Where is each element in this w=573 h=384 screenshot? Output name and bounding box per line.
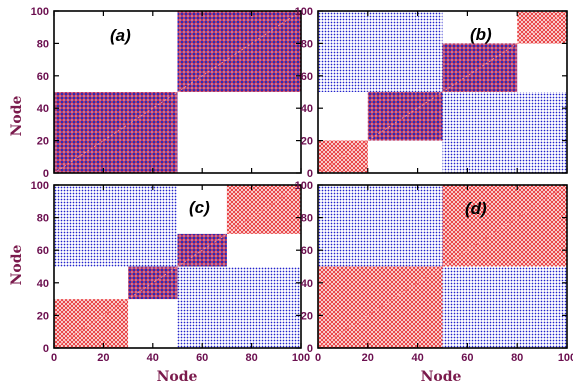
panel-c-xtick-labels: 0 20 40 60 80 100 [51, 352, 310, 364]
panel-d-block-0-1 [318, 185, 443, 267]
panel-d-xtick-label-3: 60 [461, 352, 473, 364]
panel-d-block-1-0 [442, 266, 567, 348]
panel-a-frame [53, 10, 302, 174]
panel-d-block-0-0 [318, 266, 443, 348]
panel-d-xlabel: Node [421, 369, 462, 384]
panel-a: 0 20 40 60 80 100 (a) [31, 6, 302, 180]
panel-a-ytick-label-0: 0 [43, 168, 49, 180]
panel-c-ticks [53, 184, 302, 349]
panel-c-ytick-label-2: 40 [37, 278, 49, 290]
panel-d-diagonal [317, 184, 568, 349]
panel-b-block-3-0 [517, 140, 567, 173]
panel-b-frame [317, 10, 568, 174]
panel-b-block-3-3 [517, 11, 567, 44]
panel-c-block-3-1 [226, 266, 301, 300]
panel-d-ytick-label-2: 40 [301, 278, 313, 290]
panel-d-ytick-labels: 0 20 40 60 80 100 [295, 180, 313, 355]
panel-b-block-1-3 [367, 11, 443, 44]
panel-b-block-2-0 [442, 140, 518, 173]
panel-a-ytick-labels: 0 20 40 60 80 100 [31, 6, 49, 180]
panel-c-block-1-3 [128, 185, 178, 234]
panel-c-xlabel: Node [157, 369, 198, 384]
panel-c-ytick-label-4: 80 [37, 213, 49, 225]
panel-b-ytick-label-1: 20 [301, 136, 313, 148]
panel-a-ytick-label-5: 100 [31, 6, 49, 18]
panel-d-xtick-label-5: 100 [558, 352, 573, 364]
panel-d-ytick-label-4: 80 [301, 213, 313, 225]
panel-d-tag: (d) [465, 199, 487, 218]
panel-d-ytick-label-5: 100 [295, 180, 313, 192]
panel-c-block-0-2 [54, 233, 129, 267]
panel-c-block-1-2 [128, 233, 178, 267]
panel-b-ytick-labels: 0 20 40 60 80 100 [295, 6, 313, 180]
panel-b-block-0-3 [318, 11, 368, 44]
panel-a-ticks [53, 10, 302, 174]
panel-c-block-0-3 [54, 185, 129, 234]
panel-d-frame [317, 184, 568, 349]
panel-b-diagonal [317, 10, 568, 174]
panel-c-tag: (c) [189, 198, 210, 217]
panel-b-ticks [317, 10, 568, 174]
panel-d-xtick-label-2: 40 [411, 352, 423, 364]
panel-d-xtick-labels: 0 20 40 60 80 100 [315, 352, 573, 364]
panel-b-block-1-2 [367, 43, 443, 92]
panel-d-xtick-label-4: 80 [511, 352, 523, 364]
panel-c-blocks [54, 185, 301, 348]
panel-a-tag: (a) [110, 26, 131, 45]
panel-c: 0 20 40 60 80 100 0 20 40 60 80 100 (c) [31, 180, 311, 364]
panel-c-block-2-1 [177, 266, 227, 300]
panel-d-ytick-label-3: 60 [301, 245, 313, 257]
panel-b-blocks [318, 11, 567, 173]
panel-c-xtick-label-2: 40 [147, 352, 159, 364]
panel-c-diagonal [53, 184, 302, 349]
panel-c-ytick-label-5: 100 [31, 180, 49, 192]
panel-c-xtick-label-4: 80 [245, 352, 257, 364]
panel-b-ytick-label-2: 40 [301, 103, 313, 115]
panel-b-tag: (b) [470, 25, 492, 44]
panel-b-ytick-label-5: 100 [295, 6, 313, 18]
panel-b: 0 20 40 60 80 100 (b) [295, 6, 568, 180]
panel-a-ytick-label-2: 40 [37, 103, 49, 115]
panel-d-block-1-1 [442, 185, 567, 267]
panel-c-xtick-label-3: 60 [196, 352, 208, 364]
panel-b-ytick-label-3: 60 [301, 71, 313, 83]
panel-b-block-2-1 [442, 92, 518, 141]
panel-d-ticks [317, 184, 568, 349]
panel-b-block-3-1 [517, 92, 567, 141]
panel-c-block-2-0 [177, 299, 227, 348]
panel-d-xtick-label-0: 0 [315, 352, 321, 364]
panel-a-ytick-label-1: 20 [37, 136, 49, 148]
panel-b-block-0-2 [318, 43, 368, 92]
panel-c-ylabel: Node [9, 244, 25, 285]
panel-b-ytick-label-4: 80 [301, 38, 313, 50]
panel-c-xtick-label-1: 20 [97, 352, 109, 364]
panel-b-ytick-label-0: 0 [307, 168, 313, 180]
panel-c-ytick-labels: 0 20 40 60 80 100 [31, 180, 49, 355]
panel-a-ytick-label-3: 60 [37, 71, 49, 83]
panel-c-ytick-label-1: 20 [37, 310, 49, 322]
panel-a-ytick-label-4: 80 [37, 38, 49, 50]
panel-c-ytick-label-0: 0 [43, 343, 49, 355]
panel-a-ylabel: Node [9, 95, 25, 136]
panel-c-ytick-label-3: 60 [37, 245, 49, 257]
panel-d-ytick-label-0: 0 [307, 343, 313, 355]
panel-c-xtick-label-5: 100 [292, 352, 310, 364]
panel-a-diagonal [53, 10, 302, 174]
panel-d: 0 20 40 60 80 100 0 20 40 60 80 100 (d) [295, 180, 573, 364]
panel-c-block-1-1 [128, 266, 178, 300]
panel-c-block-3-0 [226, 299, 301, 348]
panel-c-frame [53, 184, 302, 349]
panel-c-xtick-label-0: 0 [51, 352, 57, 364]
panel-d-ytick-label-1: 20 [301, 310, 313, 322]
panel-d-xtick-label-1: 20 [362, 352, 374, 364]
